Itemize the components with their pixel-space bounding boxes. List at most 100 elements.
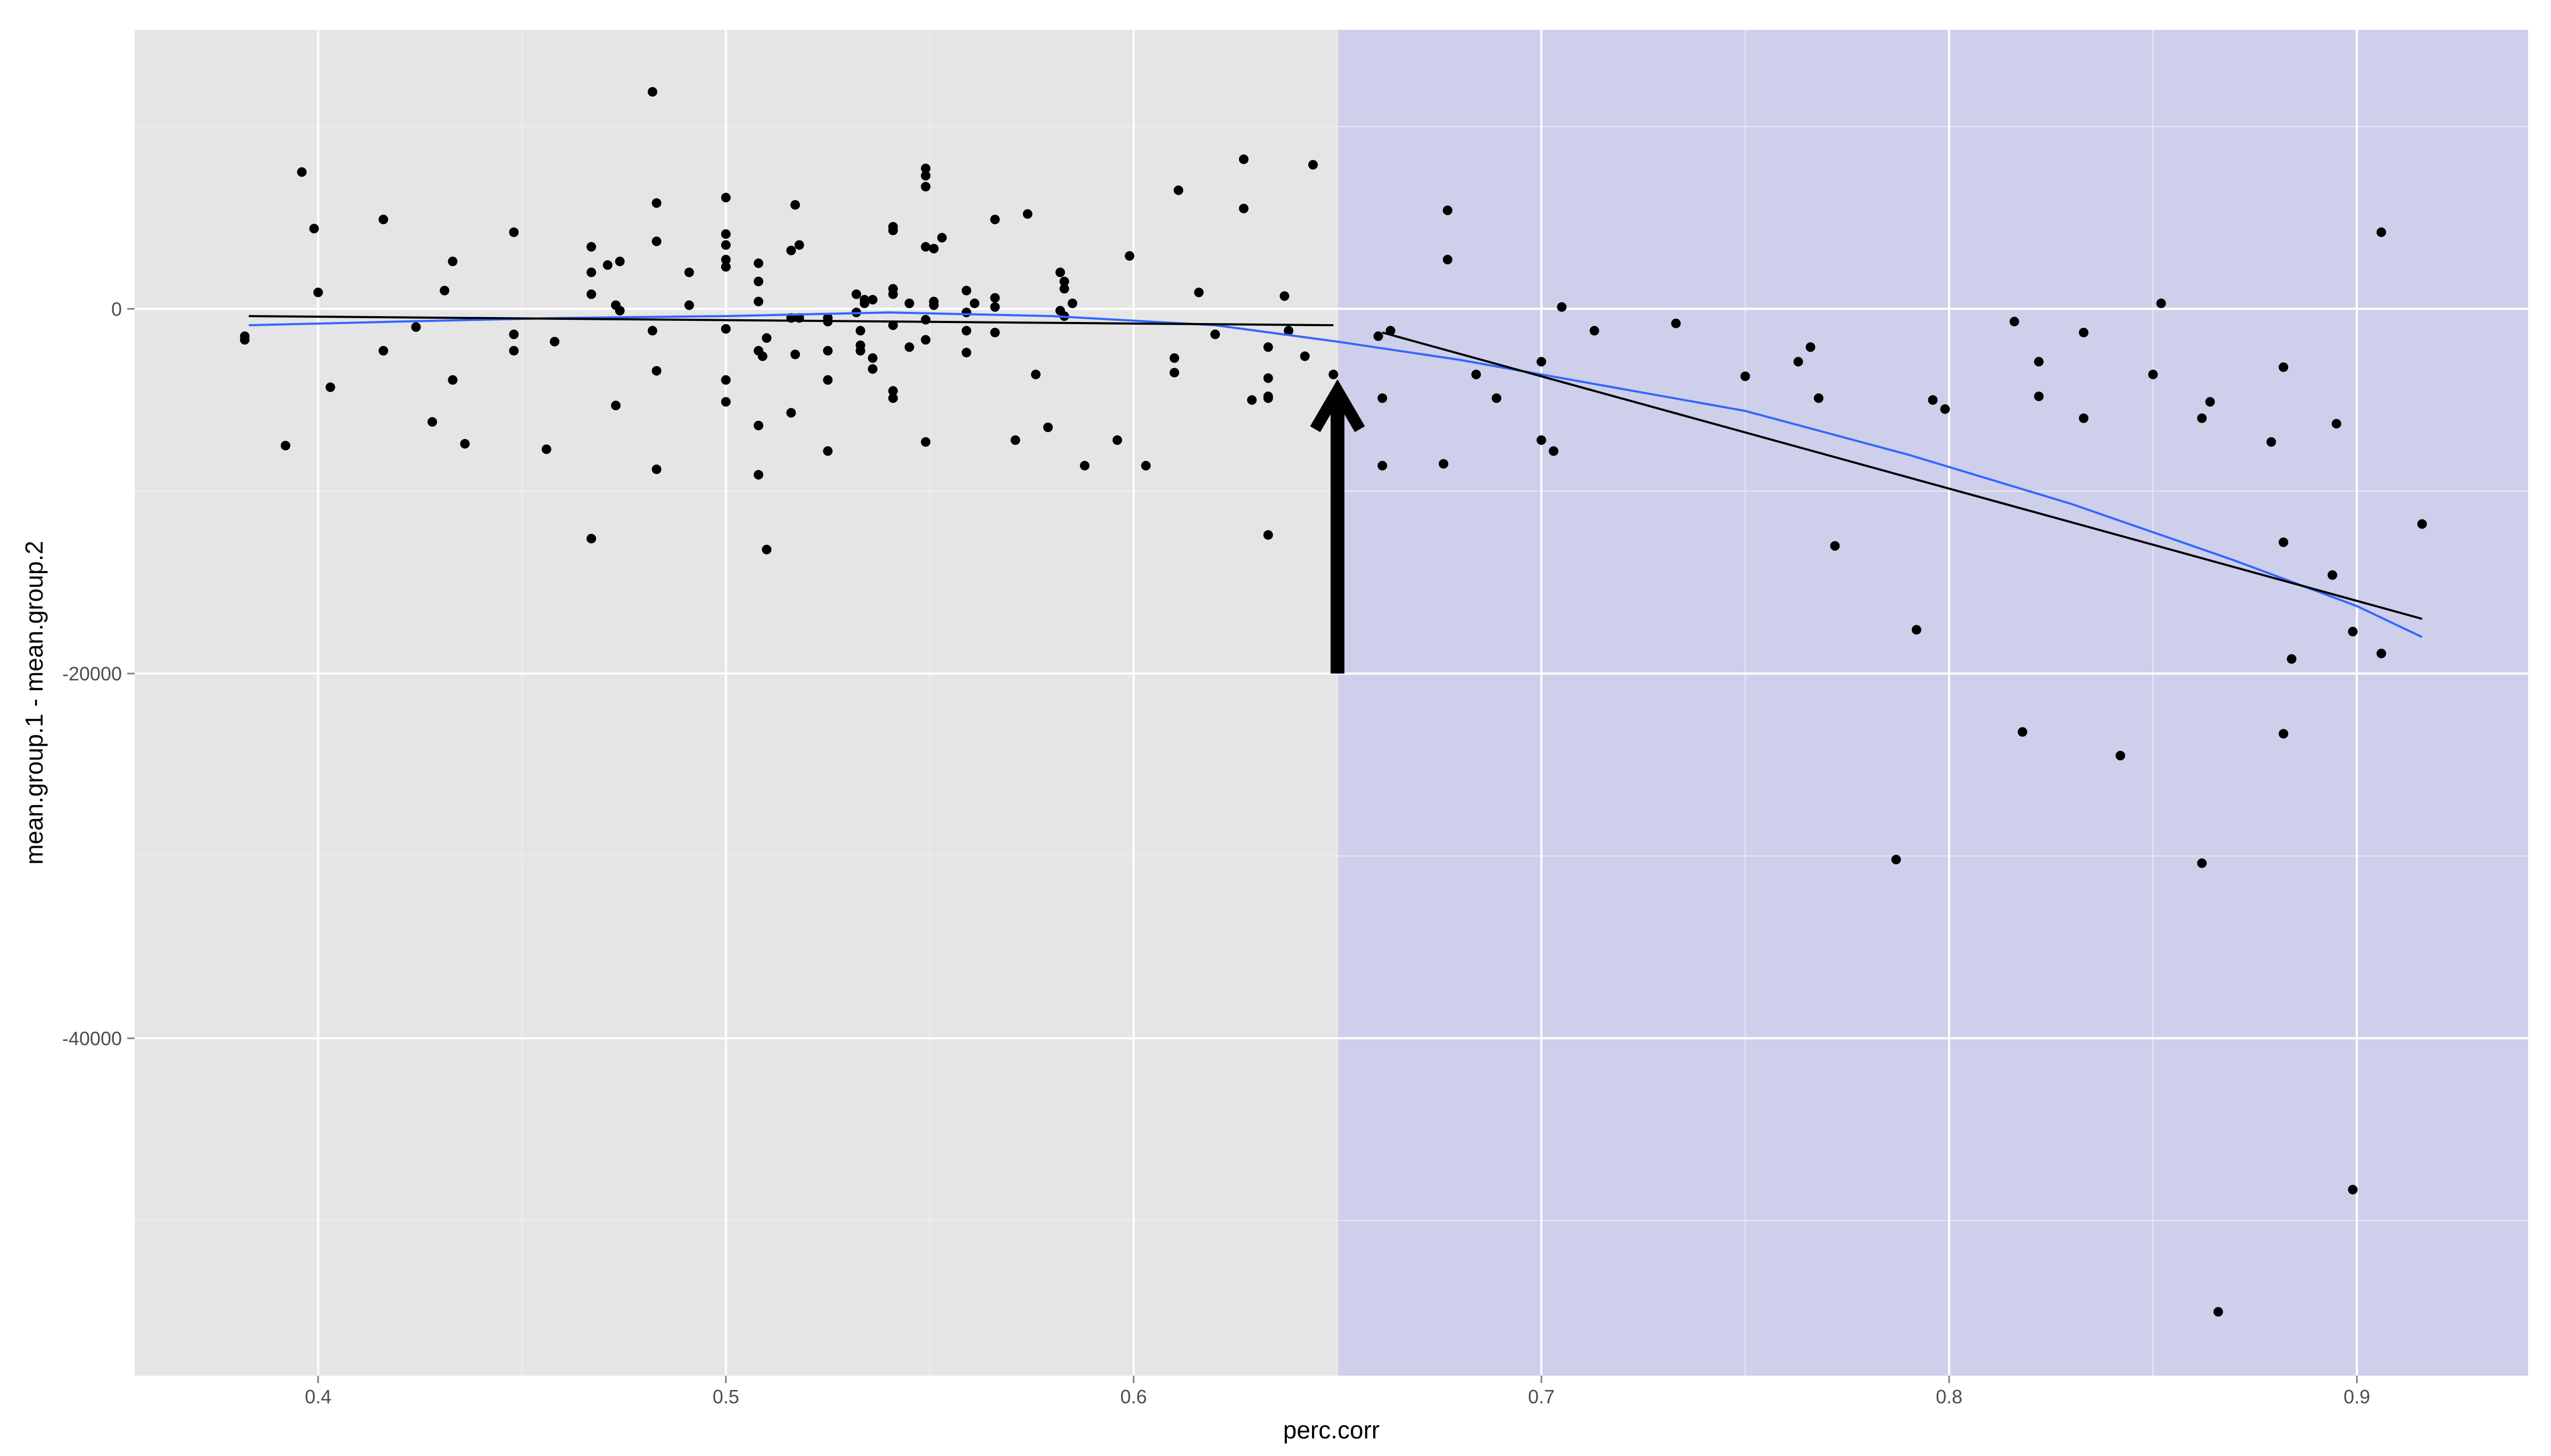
data-point [1059,276,1069,286]
data-point [2278,729,2289,739]
data-point [2115,750,2125,760]
data-point [1928,395,1938,405]
data-point [1247,395,1257,405]
data-point [868,364,878,374]
data-point [762,333,772,343]
data-point [587,242,597,252]
data-point [2376,648,2387,658]
data-point [855,346,865,356]
data-point [1239,154,1249,164]
data-point [1442,205,1452,216]
data-point [2417,519,2427,529]
data-point [921,315,931,325]
y-tick-label: 0 [111,298,122,320]
data-point [1263,530,1273,540]
data-point [790,349,800,359]
data-point [2156,299,2166,309]
data-point [1793,357,1803,367]
data-point [1022,209,1033,219]
data-point [2278,537,2289,547]
x-tick-label: 0.8 [1936,1386,1962,1408]
data-point [970,299,980,309]
data-point [1279,291,1290,301]
data-point [2278,362,2289,372]
data-point [1491,393,1501,403]
linear-fit-line-right [1382,331,2423,620]
arrow-annotation [1310,379,1365,674]
data-point [587,534,597,544]
data-point [1439,459,1449,469]
data-point [1911,625,1921,635]
data-point [2376,227,2387,237]
data-point [509,346,519,356]
data-point [868,353,878,363]
data-point [2009,317,2019,327]
data-point [823,375,833,385]
major-gridlines [135,30,2528,1376]
data-point [721,229,731,239]
data-point [1068,299,1078,309]
data-point [587,267,597,277]
data-point [1055,267,1066,277]
data-point [297,167,307,177]
data-point [929,244,939,254]
data-point [2018,727,2028,737]
data-point [2078,327,2088,337]
data-point [378,346,389,356]
data-point [1891,855,1901,865]
y-tick-label: -40000 [62,1028,122,1049]
data-point [1031,369,1041,379]
x-tick-label: 0.7 [1528,1386,1555,1408]
data-point [2213,1307,2223,1317]
smooth-fit-line [249,311,2423,638]
data-point [786,245,796,255]
data-point [2034,357,2044,367]
data-point [325,382,335,392]
data-point [1010,435,1020,445]
data-point [888,386,898,396]
data-point [721,254,731,264]
data-point [1830,541,1840,551]
data-point [615,257,625,267]
data-point [1263,393,1273,403]
data-point [2205,397,2215,407]
y-axis-title: mean.group.1 - mean.group.2 [20,541,48,865]
data-point [509,227,519,237]
arrow-head [1310,379,1365,433]
data-point [1377,461,1388,471]
data-point [1210,329,1220,340]
data-point [460,439,470,449]
data-point [721,324,731,334]
data-point [1194,287,1204,297]
data-point [823,446,833,456]
data-point [921,163,931,173]
data-point [280,441,291,451]
data-point [1169,368,1179,378]
fit-lines [249,311,2423,638]
data-point [721,397,731,407]
data-point [754,470,764,480]
data-point [990,214,1000,225]
data-point [1377,393,1388,403]
data-point [990,327,1000,337]
data-point [1284,326,1294,336]
data-point [651,198,662,208]
data-point [1805,342,1815,352]
data-point [1300,351,1310,361]
data-point [888,393,898,403]
data-point [721,375,731,385]
data-point [541,444,551,454]
data-point [1740,371,1751,382]
data-point [754,296,764,307]
data-point [904,342,914,352]
data-point [786,408,796,418]
data-point [888,289,898,299]
data-point [990,293,1000,303]
data-point [790,200,800,210]
data-point [509,329,519,340]
x-tick-label: 0.4 [305,1386,332,1408]
data-point [757,351,767,361]
data-point [2327,570,2338,580]
data-point [2148,369,2158,379]
data-point [961,286,971,296]
